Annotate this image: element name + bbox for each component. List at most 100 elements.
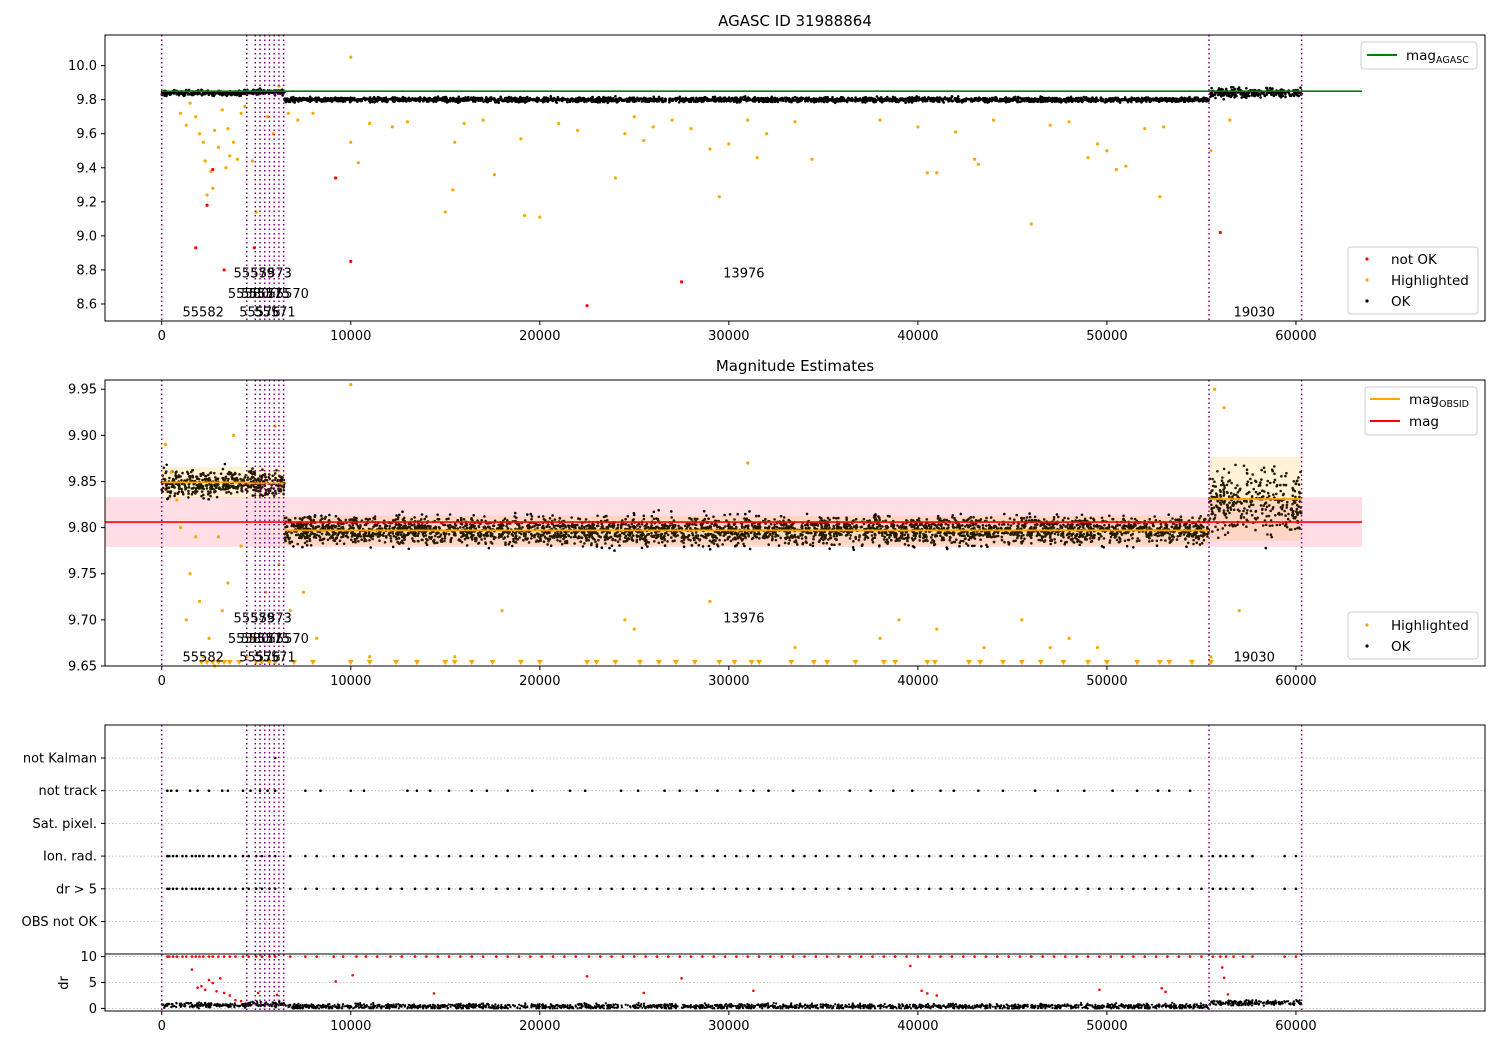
not-ok-point <box>1218 230 1222 235</box>
y-tick-label: 8.8 <box>76 263 97 278</box>
highlighted-point <box>727 142 731 146</box>
ok-point <box>986 99 989 102</box>
ok-point <box>849 98 852 102</box>
highlighted-point <box>1143 127 1147 131</box>
ok-point <box>636 96 639 100</box>
ok-point <box>504 98 508 101</box>
highlighted-point <box>576 128 580 132</box>
ok-point <box>558 98 561 102</box>
ok-point <box>1222 97 1225 101</box>
ok-point <box>593 98 597 101</box>
ok-point <box>880 100 884 104</box>
ok-point <box>638 97 642 100</box>
ok-point <box>551 98 555 101</box>
ok-point <box>1104 101 1107 104</box>
highlighted-point <box>205 193 209 197</box>
ok-point <box>596 101 599 104</box>
ok-point <box>1230 94 1234 97</box>
highlighted-point <box>197 132 202 136</box>
ok-point <box>556 95 560 99</box>
ok-point <box>1144 99 1148 103</box>
ok-point <box>677 101 681 104</box>
ok-point <box>424 98 427 102</box>
ok-point <box>457 95 461 99</box>
ok-point <box>811 98 814 102</box>
highlighted-point <box>793 120 797 124</box>
ok-point <box>1196 97 1199 100</box>
highlighted-point <box>368 121 372 126</box>
ok-point <box>391 545 395 549</box>
not-ok-point <box>211 167 215 172</box>
middle-panel-data: 5558255579555735558055577555755557055576… <box>105 380 1363 668</box>
ok-point <box>888 99 891 103</box>
ok-point <box>854 96 857 99</box>
ok-point <box>465 97 469 100</box>
ok-point <box>1003 512 1006 516</box>
ok-point <box>238 92 242 96</box>
ok-point <box>677 97 681 100</box>
x-tick-label: 60000 <box>1275 329 1316 344</box>
ok-point <box>733 99 737 102</box>
ok-point <box>941 97 945 101</box>
ok-point <box>183 93 187 97</box>
ok-point <box>290 97 294 101</box>
ok-point <box>382 98 385 102</box>
ok-point <box>353 96 356 100</box>
ok-point <box>752 98 755 101</box>
ok-point <box>1259 96 1262 99</box>
ok-point <box>657 509 660 512</box>
ok-point <box>796 100 799 104</box>
ok-point <box>840 99 844 103</box>
highlighted-point <box>349 55 353 59</box>
ok-point <box>373 100 377 103</box>
x-tick-label: 30000 <box>708 329 749 344</box>
ok-point <box>647 99 651 102</box>
ok-point <box>525 97 528 101</box>
ok-point <box>407 98 411 101</box>
obs-label: 13976 <box>723 266 764 281</box>
highlighted-point <box>1162 125 1166 129</box>
ok-point <box>349 96 352 99</box>
ok-point <box>749 98 752 102</box>
top-panel-frame <box>104 34 1486 322</box>
ok-point <box>1220 93 1224 96</box>
ok-point <box>482 100 485 103</box>
ok-point <box>923 96 926 99</box>
ok-point <box>1242 92 1245 95</box>
ok-point <box>708 99 712 102</box>
ok-point <box>784 100 788 103</box>
ok-point <box>769 98 772 102</box>
ok-point <box>1058 99 1062 103</box>
ok-point <box>779 97 782 100</box>
ok-point <box>1251 92 1255 95</box>
ok-point <box>1005 97 1009 101</box>
ok-point <box>554 97 557 101</box>
ok-point <box>337 98 340 101</box>
ok-point <box>1053 100 1057 103</box>
legend-label-not-ok: not OK <box>1391 252 1438 268</box>
ok-point <box>728 513 732 516</box>
ok-point <box>405 98 409 102</box>
ok-point <box>1111 98 1115 102</box>
ok-point <box>618 98 621 102</box>
ok-point <box>591 96 594 99</box>
highlighted-point <box>453 140 457 144</box>
ok-point <box>398 99 402 103</box>
ok-point <box>1035 98 1038 101</box>
highlighted-point <box>878 118 882 122</box>
ok-point <box>496 99 500 102</box>
ok-point <box>212 91 215 95</box>
ok-point <box>1229 86 1233 89</box>
highlighted-point <box>1029 222 1033 226</box>
ok-points <box>1209 86 1303 101</box>
ok-point <box>288 98 292 102</box>
ok-point <box>1108 97 1111 100</box>
highlighted-point <box>235 157 239 161</box>
ok-point <box>1186 99 1190 102</box>
ok-point <box>197 92 201 95</box>
ok-point <box>632 96 636 99</box>
ok-point <box>357 98 361 101</box>
ok-point <box>895 100 899 103</box>
ok-point <box>764 96 767 100</box>
ok-point <box>903 98 907 101</box>
